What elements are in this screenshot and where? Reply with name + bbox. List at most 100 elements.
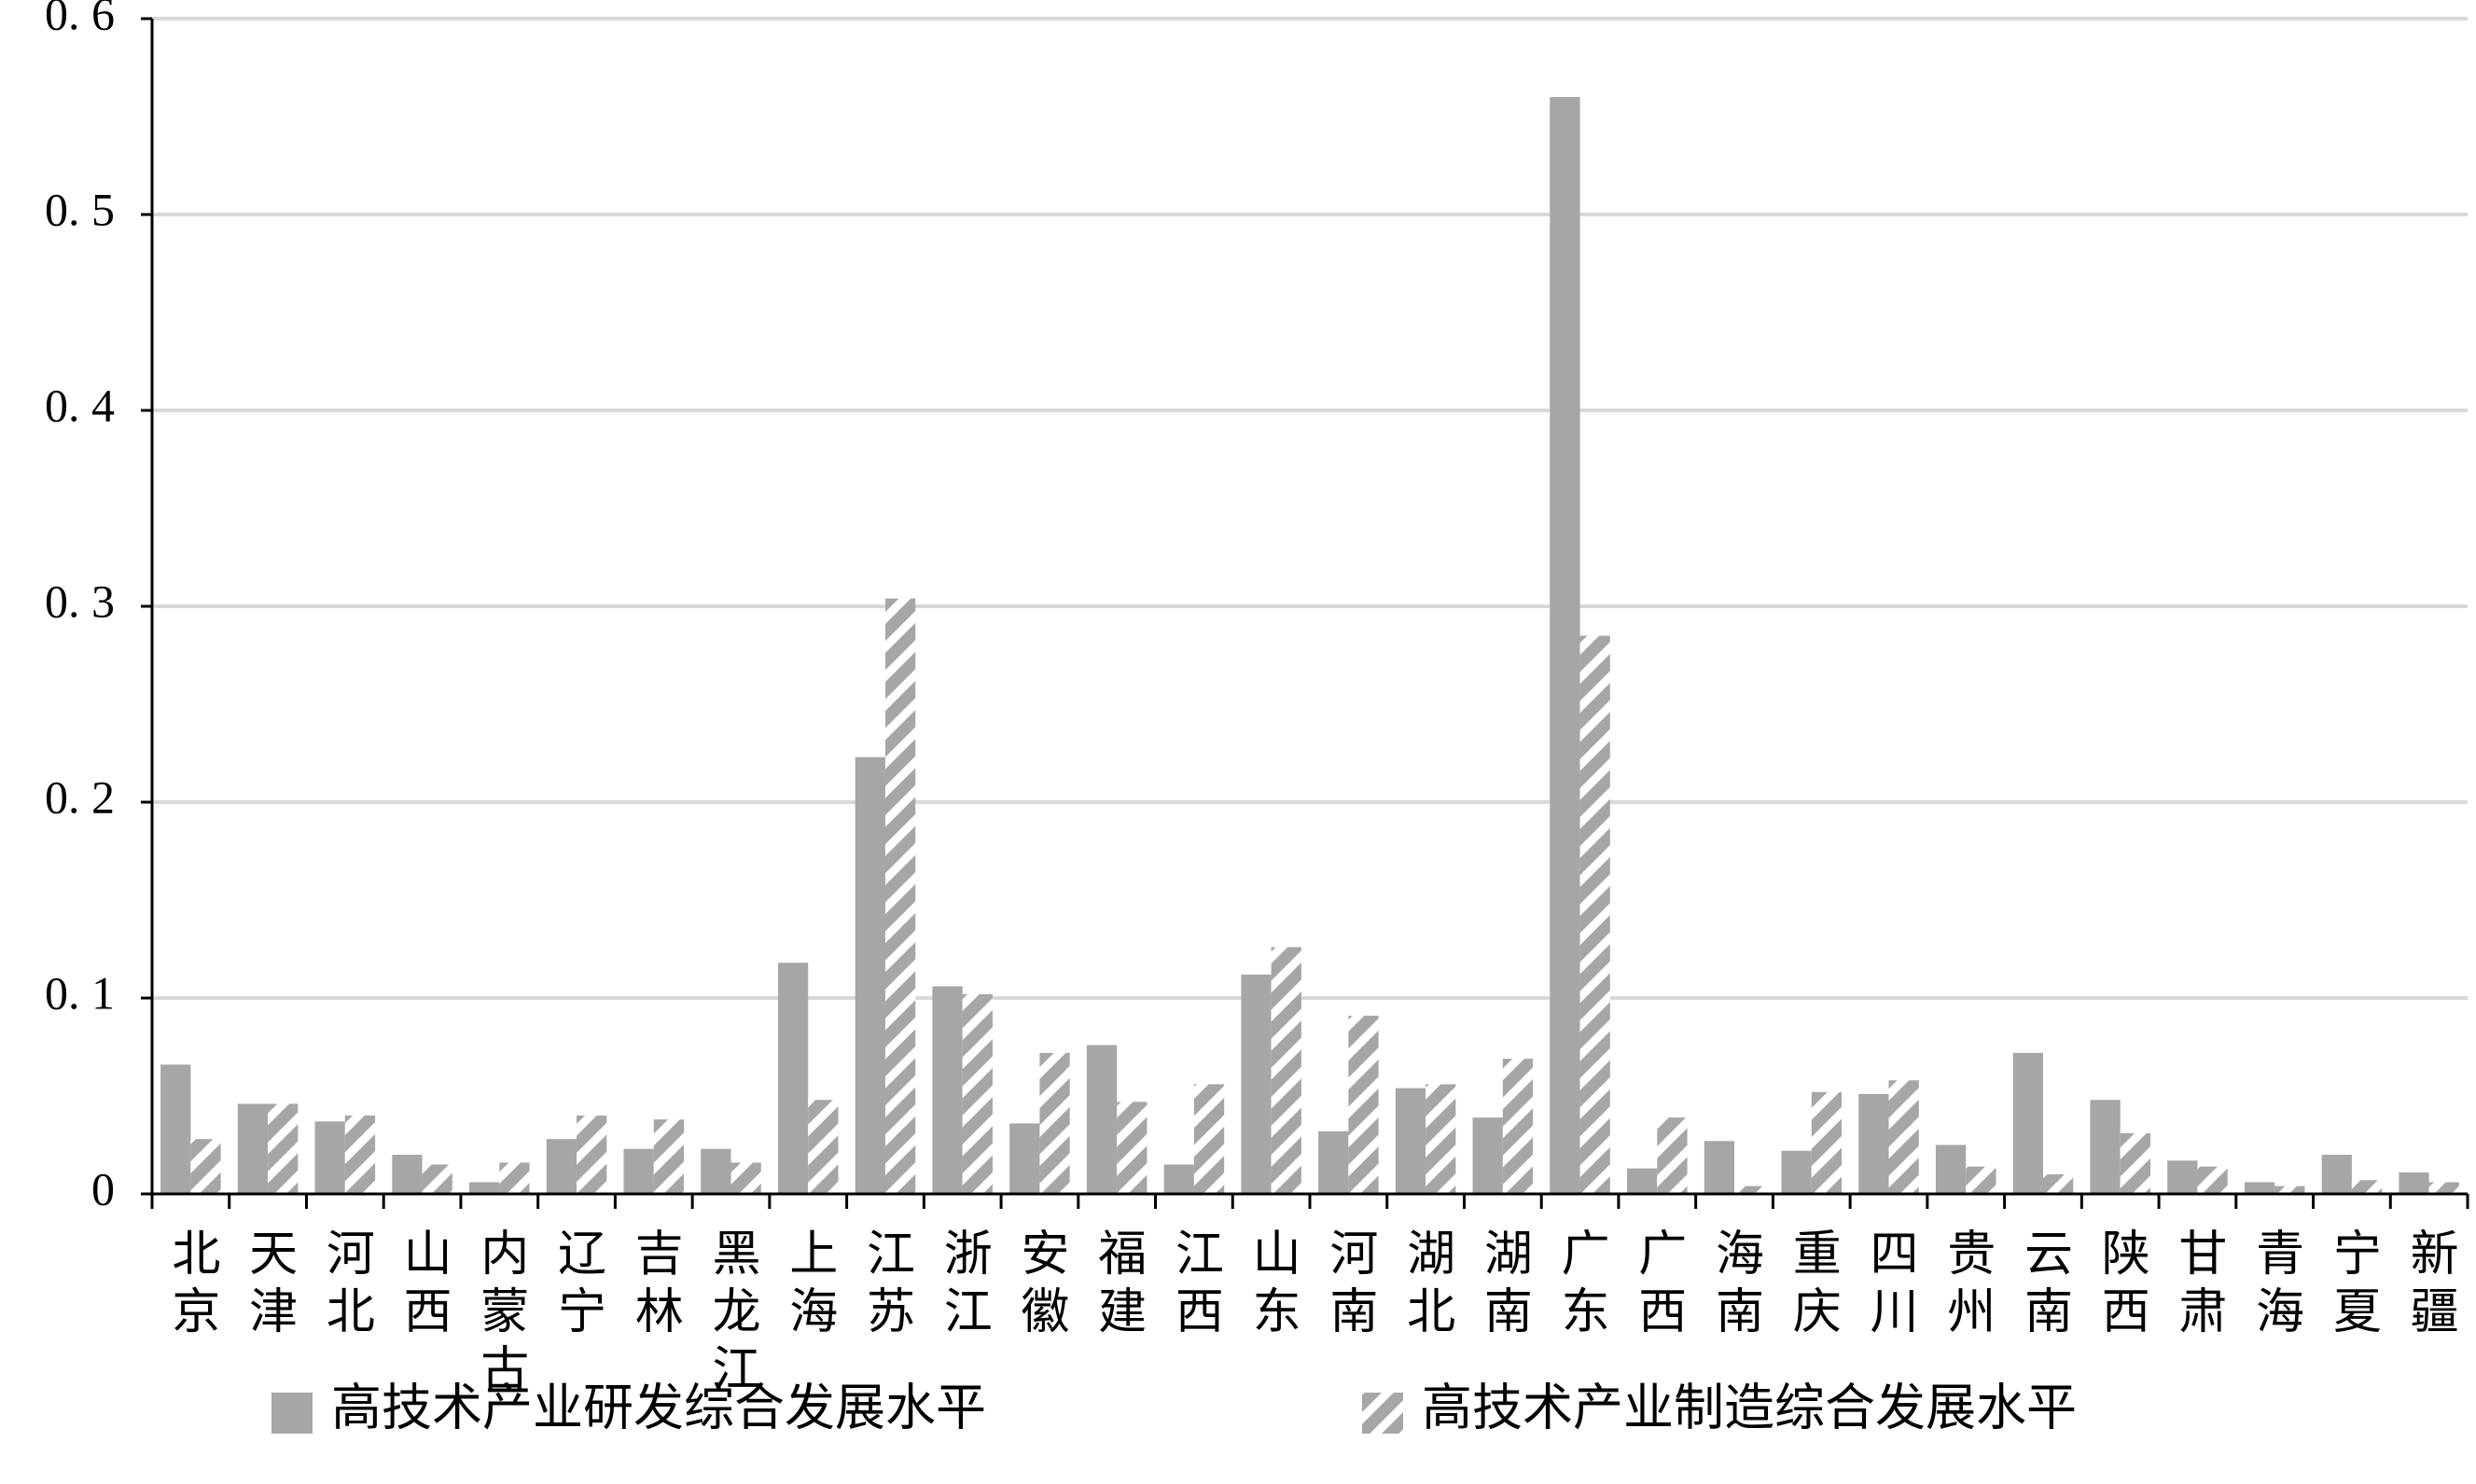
bar [344,1116,376,1194]
bar [1163,1164,1194,1194]
x-tick-label: 甘肃 [2171,1227,2225,1343]
y-tick-label: 0. 2 [45,770,115,823]
bar [2042,1174,2074,1194]
y-tick-label: 0. 3 [45,575,115,627]
x-tick-label: 宁夏 [2325,1227,2380,1343]
y-tick-label: 0. 1 [45,966,115,1019]
bar [268,1103,299,1194]
bar [2120,1132,2150,1194]
bar [577,1116,607,1194]
x-tick-label: 吉林 [627,1227,682,1343]
bar [932,986,963,1194]
legend-label: 高技术产业制造综合发展水平 [1422,1380,2077,1435]
y-tick-label: 0. 5 [45,183,115,235]
bar [2244,1182,2275,1194]
x-tick-label: 湖北 [1399,1227,1454,1343]
bar [623,1148,654,1194]
x-tick-label: 陕西 [2093,1227,2147,1343]
bar [808,1100,839,1194]
bar [499,1162,530,1194]
bar [546,1139,577,1194]
x-tick-label: 江苏 [858,1227,912,1343]
bar [730,1162,761,1194]
bar [2321,1155,2352,1194]
bar [1734,1186,1765,1194]
bar [314,1121,345,1194]
legend-label: 高技术产业研发综合发展水平 [331,1380,986,1435]
bar [2012,1052,2043,1194]
y-tick-label: 0. 4 [45,379,115,431]
x-tick-label: 贵州 [1940,1227,1995,1343]
bar [469,1182,500,1194]
bar [1472,1117,1503,1194]
bar [1657,1117,1688,1194]
x-tick-label: 广西 [1631,1227,1685,1343]
bar [777,963,809,1194]
x-tick-label: 广东 [1553,1227,1607,1343]
bar [1039,1052,1070,1194]
x-tick-label: 新疆 [2402,1227,2457,1343]
bar [1009,1123,1040,1194]
bar [1781,1150,1812,1194]
x-tick-label: 河南 [1322,1227,1377,1343]
bar [1550,97,1580,1194]
bar [1241,974,1272,1194]
x-tick-label: 青海 [2248,1227,2302,1343]
x-tick-label: 辽宁 [550,1227,605,1343]
bar [1193,1084,1225,1194]
x-tick-label: 上海 [782,1227,836,1343]
x-tick-label: 浙江 [936,1227,991,1343]
bar [2197,1166,2228,1194]
bar [2274,1186,2305,1194]
x-tick-label: 天津 [242,1227,297,1343]
x-tick-label: 四川 [1862,1227,1917,1343]
bar [1704,1141,1735,1194]
bar [1086,1045,1118,1194]
legend-swatch [1362,1393,1403,1434]
bar [160,1064,191,1194]
bar [2090,1100,2121,1194]
x-tick-label: 安徽 [1013,1227,1068,1343]
bar [2399,1172,2429,1194]
x-tick-label: 山东 [1245,1227,1298,1343]
x-tick-label: 福建 [1091,1227,1147,1343]
bar [1579,635,1610,1194]
x-tick-label: 内蒙古 [473,1227,527,1401]
y-tick-label: 0 [91,1162,115,1214]
bar [1627,1168,1658,1194]
x-tick-label: 海南 [1708,1227,1762,1343]
bar [1426,1084,1456,1194]
bar [855,756,885,1194]
bar [1811,1091,1843,1194]
bar [701,1148,731,1194]
bar [884,598,916,1194]
x-tick-label: 湖南 [1476,1227,1530,1343]
bar [1395,1088,1426,1194]
bar [1117,1102,1148,1194]
x-tick-label: 重庆 [1785,1227,1840,1343]
bar [190,1139,221,1194]
bar [1271,947,1301,1194]
bar [422,1164,452,1194]
bar [2428,1182,2459,1194]
bar [1348,1015,1379,1194]
bar [237,1103,269,1194]
x-tick-label: 黑龙江 [704,1227,759,1401]
x-tick-label: 山西 [396,1227,449,1343]
bar [2167,1160,2198,1194]
bar [1888,1080,1919,1194]
bar [1966,1166,1996,1194]
bar [1502,1059,1534,1194]
bar [962,993,993,1194]
y-tick-label: 0. 6 [45,0,115,39]
x-tick-label: 河北 [318,1227,373,1343]
x-tick-label: 北京 [164,1227,219,1343]
bar [392,1155,423,1194]
bar [2351,1180,2383,1194]
bar [653,1119,685,1194]
bar [1935,1144,1967,1194]
x-tick-label: 江西 [1167,1227,1221,1343]
x-tick-label: 云南 [2016,1227,2070,1343]
